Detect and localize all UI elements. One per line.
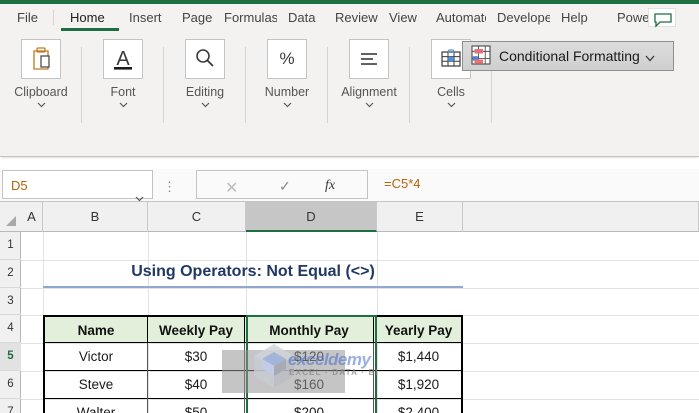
svg-text:A: A [116, 48, 130, 70]
svg-text:%: % [279, 49, 294, 68]
